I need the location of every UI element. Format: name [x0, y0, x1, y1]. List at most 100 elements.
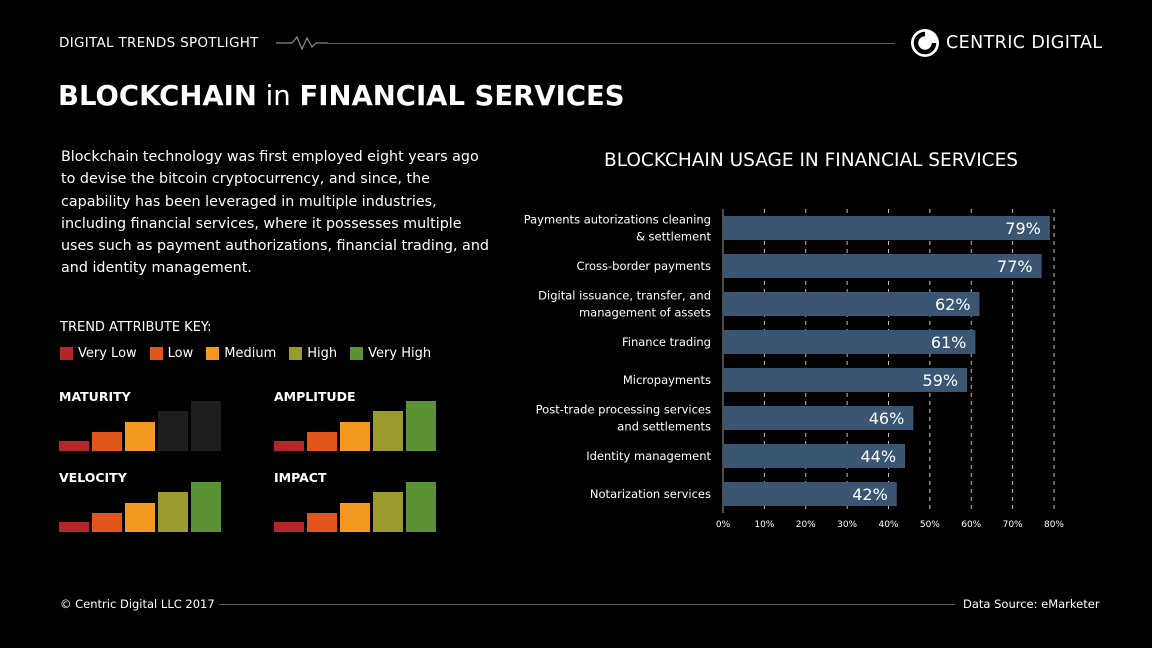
legend-item: Low — [149, 346, 194, 361]
level-bar-4 — [373, 411, 403, 451]
centric-logo-icon — [911, 29, 939, 57]
brand-logo: CENTRIC DIGITAL — [911, 29, 1103, 57]
bar-value-label: 59% — [923, 371, 959, 390]
bar — [723, 444, 906, 468]
level-bar-4 — [158, 411, 188, 451]
attribute-level-bars — [274, 401, 439, 451]
attribute-amplitude: AMPLITUDE — [274, 389, 439, 451]
legend-swatch — [206, 347, 220, 360]
bar — [723, 406, 914, 430]
attribute-impact: IMPACT — [274, 470, 439, 532]
bar — [723, 292, 980, 316]
level-bar-3 — [340, 422, 370, 451]
bar-value-label: 61% — [931, 333, 967, 352]
level-bar-4 — [158, 492, 188, 532]
level-bar-2 — [92, 513, 122, 532]
level-bar-3 — [340, 503, 370, 532]
level-bar-1 — [274, 441, 304, 451]
footer-divider — [219, 604, 955, 605]
legend-item: High — [289, 346, 337, 361]
usage-bar-chart: 79% Payments autorizations cleaning & sett… — [524, 209, 1064, 530]
x-tick-label: 30% — [837, 520, 857, 530]
legend-label: Low — [167, 346, 194, 361]
page-title: BLOCKCHAIN in FINANCIAL SERVICES — [58, 80, 625, 112]
brand-name: CENTRIC DIGITAL — [946, 33, 1103, 53]
x-tick-label: 20% — [796, 520, 816, 530]
category-label: & settlement — [636, 230, 712, 244]
x-tick-label: 70% — [1003, 520, 1023, 530]
level-bar-5 — [191, 482, 221, 532]
title-part-in: in — [256, 80, 300, 112]
chart-title: BLOCKCHAIN USAGE IN FINANCIAL SERVICES — [604, 150, 1019, 171]
legend-label: Medium — [224, 346, 277, 361]
category-label: Finance trading — [622, 335, 711, 349]
bar-value-label: 44% — [860, 447, 896, 466]
legend-swatch — [289, 347, 303, 360]
bar-value-label: 77% — [997, 257, 1033, 276]
attribute-level-bars — [59, 401, 224, 451]
x-tick-label: 50% — [920, 520, 940, 530]
legend-item: Medium — [206, 346, 276, 361]
attribute-title: VELOCITY — [59, 470, 127, 485]
bar-value-label: 79% — [1005, 219, 1041, 238]
legend-swatch — [149, 347, 163, 360]
level-bar-3 — [125, 503, 155, 532]
bar — [723, 216, 1050, 240]
category-label: Micropayments — [623, 373, 711, 387]
category-label: Identity management — [586, 449, 711, 463]
category-label: and settlements — [617, 420, 711, 434]
legend-label: Very Low — [78, 346, 137, 361]
x-tick-label: 40% — [878, 520, 898, 530]
data-source: Data Source: eMarketer — [963, 597, 1100, 611]
attribute-level-bars — [59, 482, 224, 532]
legend-item: Very High — [350, 346, 431, 361]
category-label: Post-trade processing services — [536, 403, 711, 417]
attribute-title: IMPACT — [274, 470, 327, 485]
level-bar-2 — [307, 513, 337, 532]
spotlight-label: DIGITAL TRENDS SPOTLIGHT — [59, 35, 259, 51]
legend-item: Very Low — [60, 346, 137, 361]
x-tick-label: 0% — [716, 520, 731, 530]
level-bar-4 — [373, 492, 403, 532]
x-tick-label: 10% — [754, 520, 774, 530]
level-bar-1 — [59, 441, 89, 451]
level-bar-3 — [125, 422, 155, 451]
bar — [723, 254, 1042, 278]
legend-label: Very High — [368, 346, 432, 361]
title-part-blockchain: BLOCKCHAIN — [58, 80, 257, 112]
legend-swatch — [350, 347, 364, 360]
header-divider — [327, 43, 895, 44]
legend-label: High — [307, 346, 338, 361]
level-bar-5 — [406, 482, 436, 532]
level-bar-5 — [406, 401, 436, 451]
category-label: Digital issuance, transfer, and — [538, 289, 711, 303]
attribute-maturity: MATURITY — [59, 389, 224, 451]
attribute-title: AMPLITUDE — [274, 389, 356, 404]
bar — [723, 482, 897, 506]
level-bar-1 — [274, 522, 304, 532]
copyright: © Centric Digital LLC 2017 — [60, 597, 215, 611]
intro-paragraph: Blockchain technology was first employed… — [61, 149, 489, 277]
attribute-level-bars — [274, 482, 439, 532]
level-bar-2 — [307, 432, 337, 451]
category-label: management of assets — [579, 306, 711, 320]
category-label: Notarization services — [590, 487, 711, 501]
bar-value-label: 62% — [935, 295, 971, 314]
attribute-velocity: VELOCITY — [59, 470, 224, 532]
level-bar-2 — [92, 432, 122, 451]
legend-swatch — [60, 347, 73, 360]
key-title: TREND ATTRIBUTE KEY: — [60, 320, 212, 335]
title-part-financial: FINANCIAL SERVICES — [299, 80, 625, 112]
level-bar-1 — [59, 522, 89, 532]
level-bar-5 — [191, 401, 221, 451]
x-tick-label: 80% — [1044, 520, 1064, 530]
pulse-icon — [276, 35, 328, 51]
bar-value-label: 42% — [852, 485, 888, 504]
bar — [723, 368, 968, 392]
category-label: Payments autorizations cleaning — [524, 213, 711, 227]
bar-value-label: 46% — [869, 409, 905, 428]
attribute-title: MATURITY — [59, 389, 131, 404]
bar — [723, 330, 976, 354]
x-tick-label: 60% — [961, 520, 981, 530]
trend-legend: Very Low Low Medium High Very High — [60, 346, 444, 361]
